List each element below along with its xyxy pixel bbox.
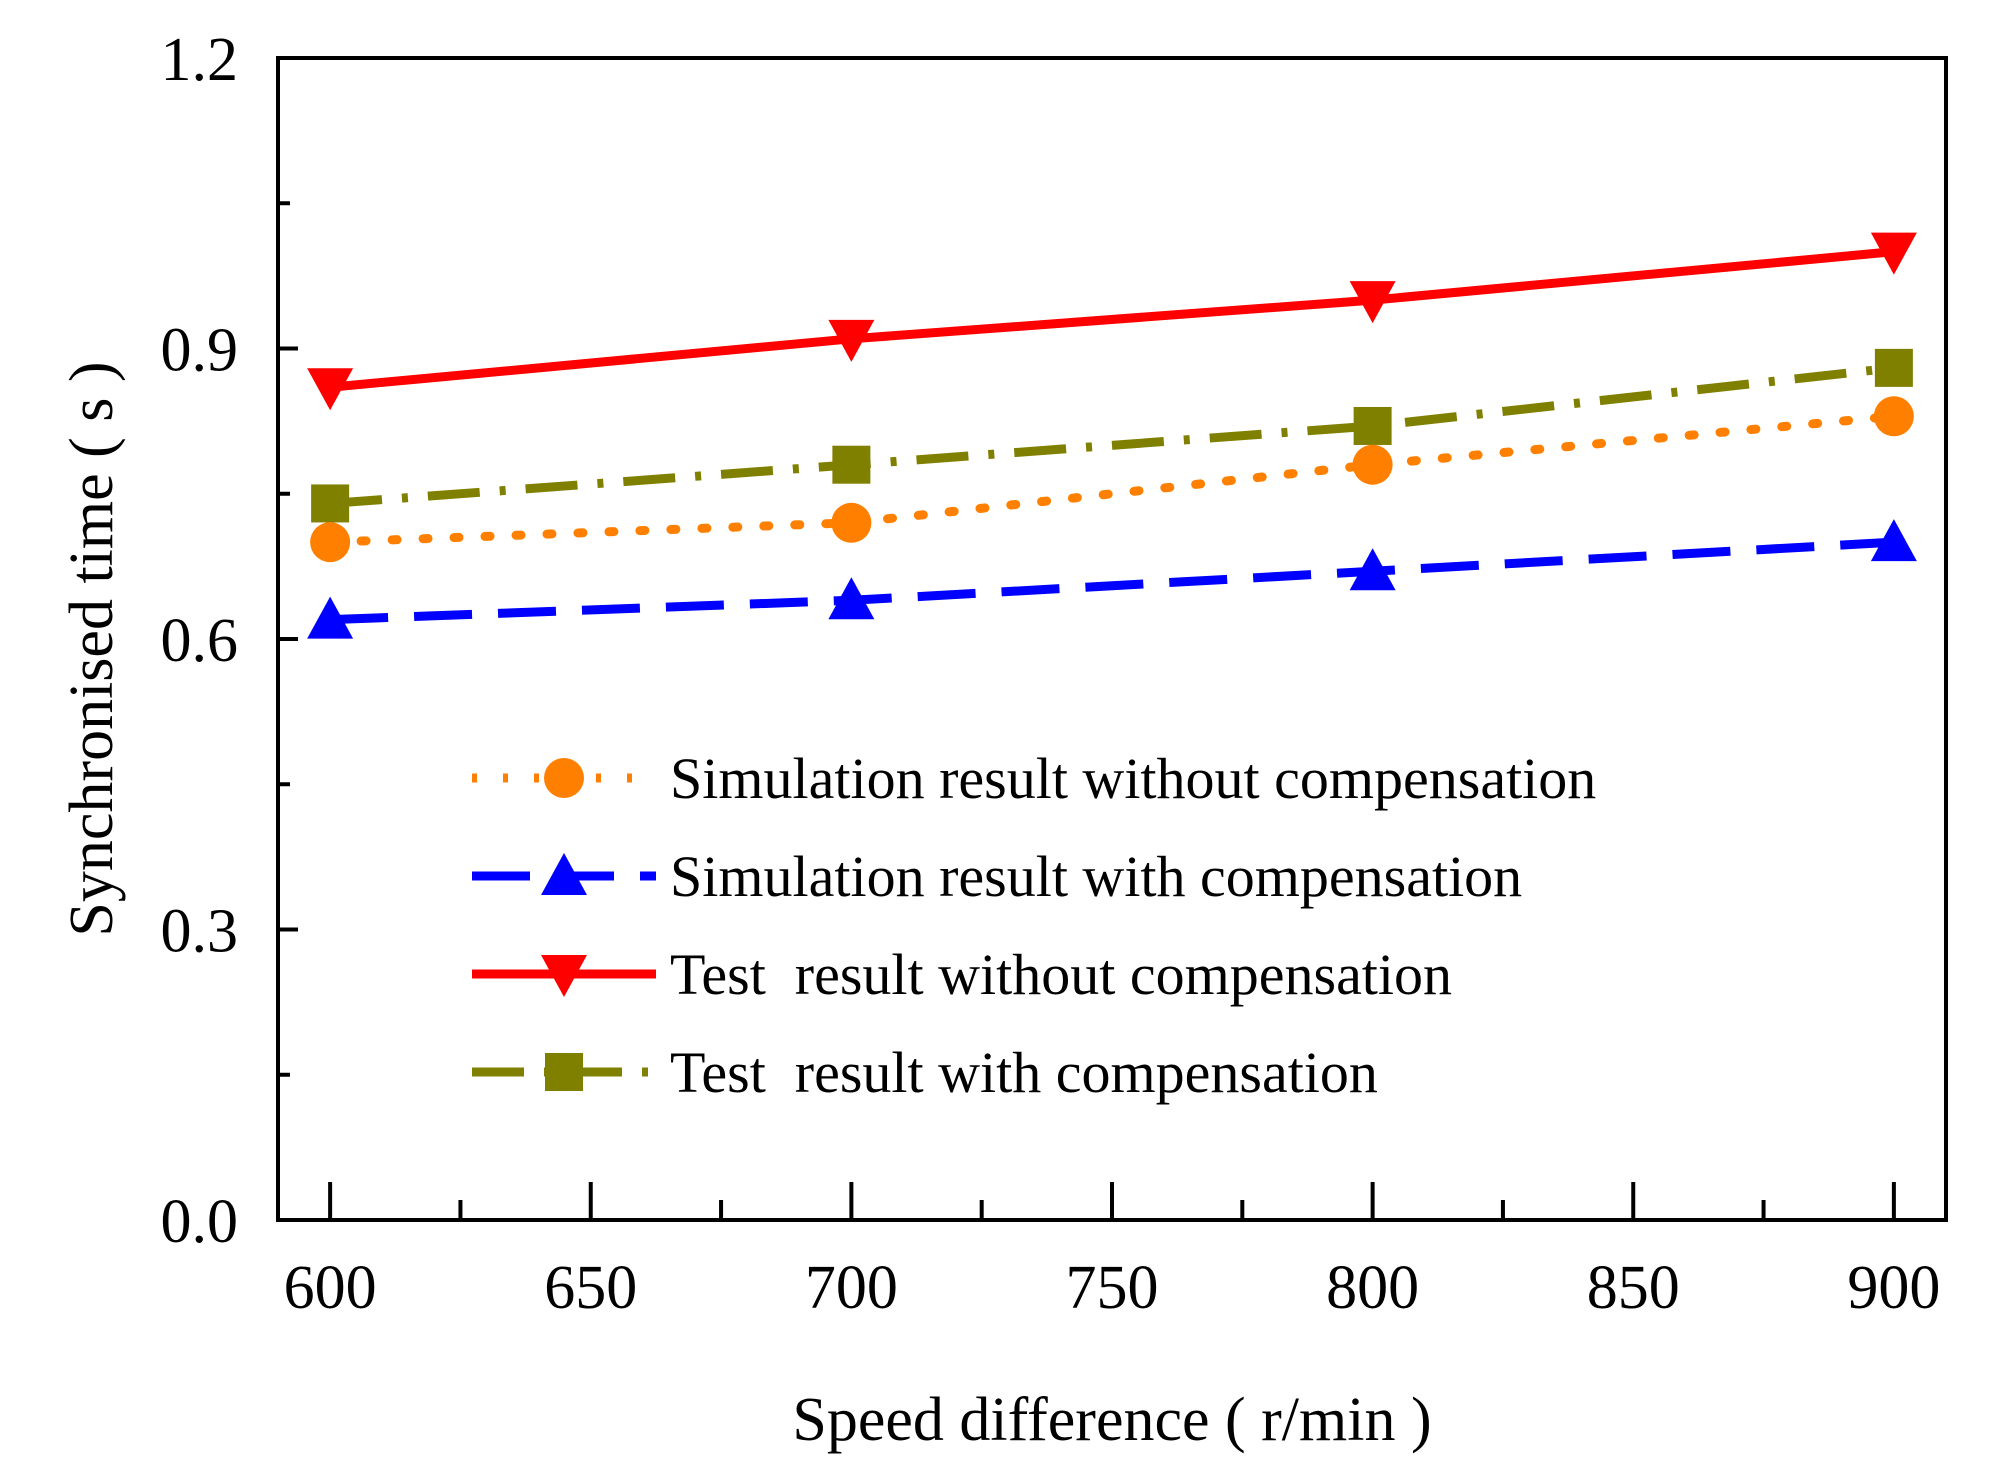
- series-line-2: [329, 247, 1895, 392]
- legend-marker-1: [541, 853, 587, 895]
- legend-marker-0: [544, 758, 584, 798]
- legend-item-1: Simulation result with compensation: [472, 844, 1522, 909]
- data-point-3-700: [832, 445, 871, 484]
- legend-item-3: Test result with compensation: [472, 1040, 1378, 1105]
- data-point-3-600: [311, 484, 350, 523]
- data-point-2-800: [1349, 281, 1396, 324]
- data-point-1-900: [1870, 519, 1917, 562]
- legend-item-2: Test result without compensation: [472, 942, 1452, 1007]
- data-point-3-900: [1874, 348, 1913, 387]
- x-tick-label-900: 900: [1847, 1254, 1940, 1322]
- y-tick-label-0: 0.0: [161, 1188, 239, 1256]
- series-layer: [307, 232, 1917, 639]
- y-axis-title: Synchronised time ( s ): [58, 361, 126, 936]
- series-1: [307, 519, 1917, 639]
- legend-label-2: Test result without compensation: [670, 942, 1452, 1007]
- series-0: [310, 396, 1914, 563]
- data-point-1-800: [1349, 548, 1396, 591]
- ticks-layer: 600 650 700 750 800 850 900 0.0 0.3 0.6 0.9 1.2: [161, 26, 1941, 1322]
- y-tick-label-0.9: 0.9: [161, 317, 239, 385]
- plot-frame: [276, 56, 1948, 1222]
- legend-label-1: Simulation result with compensation: [670, 844, 1522, 909]
- legend-marker-3: [545, 1053, 583, 1091]
- legend: Simulation result without compensation Si…: [472, 746, 1596, 1105]
- series-line-3: [329, 363, 1895, 508]
- data-point-1-600: [307, 596, 354, 639]
- series-2: [307, 232, 1917, 411]
- legend-marker-2: [541, 955, 587, 997]
- data-point-2-900: [1870, 232, 1917, 275]
- x-tick-label-700: 700: [805, 1254, 898, 1322]
- y-tick-label-0.3: 0.3: [161, 898, 239, 966]
- x-tick-label-850: 850: [1587, 1254, 1680, 1322]
- data-point-2-600: [307, 368, 354, 411]
- x-axis-title: Speed difference ( r/min ): [792, 1386, 1431, 1454]
- data-point-0-900: [1873, 396, 1914, 437]
- legend-label-3: Test result with compensation: [670, 1040, 1378, 1105]
- data-point-0-600: [310, 522, 351, 563]
- data-point-0-700: [831, 502, 872, 543]
- data-point-1-700: [828, 577, 875, 620]
- x-tick-label-750: 750: [1066, 1254, 1159, 1322]
- data-point-0-800: [1352, 444, 1393, 485]
- legend-item-0: Simulation result without compensation: [472, 746, 1596, 811]
- x-tick-label-600: 600: [284, 1254, 377, 1322]
- series-line-0: [325, 411, 1899, 547]
- x-tick-label-650: 650: [544, 1254, 637, 1322]
- x-tick-label-800: 800: [1326, 1254, 1419, 1322]
- data-point-2-700: [828, 319, 875, 362]
- legend-label-0: Simulation result without compensation: [670, 746, 1596, 811]
- series-line-1: [329, 537, 1895, 625]
- series-3: [311, 348, 1913, 523]
- y-tick-label-1.2: 1.2: [161, 26, 239, 94]
- y-tick-label-0.6: 0.6: [161, 607, 239, 675]
- data-point-3-800: [1353, 406, 1392, 445]
